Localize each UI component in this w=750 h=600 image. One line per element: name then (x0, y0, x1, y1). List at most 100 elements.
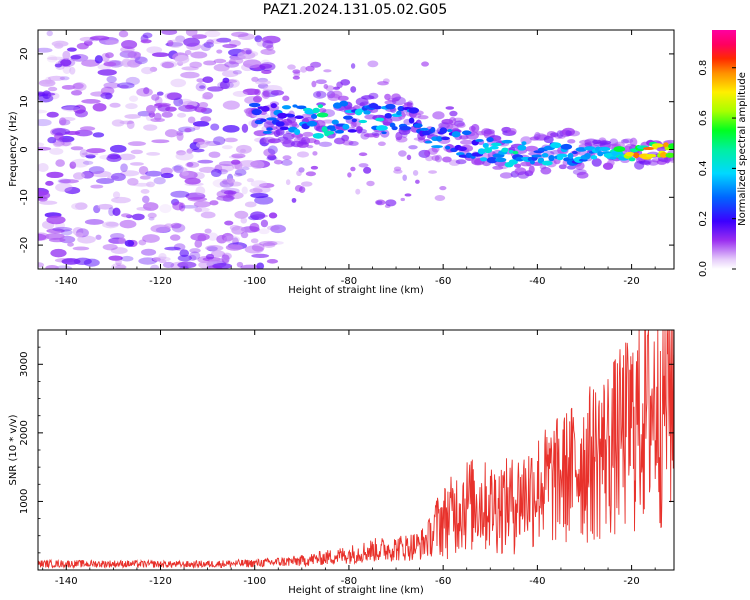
heatmap-noise-cell (38, 119, 52, 127)
heatmap-noise-cell (82, 160, 94, 165)
heatmap-noise-cell (103, 61, 117, 67)
heatmap-noise-cell (367, 60, 379, 68)
heatmap-noise-cell (184, 177, 201, 185)
heatmap-noise-cell (115, 265, 127, 269)
heatmap-noise-cell (128, 95, 139, 102)
colorbar-tick-label: 0.0 (698, 261, 709, 277)
heatmap-noise-cell (67, 242, 74, 247)
heatmap-noise-cell (190, 232, 210, 241)
heatmap-ridge-cell (343, 115, 353, 120)
heatmap-noise-cell (153, 177, 166, 185)
heatmap-noise-cell (226, 178, 236, 184)
heatmap-ridge-cell (248, 102, 261, 108)
heatmap-noise-cell (406, 154, 412, 161)
heatmap-ridge-halo (291, 121, 298, 128)
heatmap-ridge-halo (566, 165, 576, 170)
heatmap-noise-cell (232, 90, 248, 97)
x-tick-label: -60 (435, 276, 451, 287)
heatmap-noise-cell (216, 37, 232, 43)
heatmap-noise-cell (229, 57, 244, 65)
x-tick-label: -80 (341, 276, 357, 287)
heatmap-ridge-halo (382, 116, 393, 126)
heatmap-noise-cell (39, 79, 54, 85)
heatmap-noise-cell (207, 86, 224, 92)
heatmap-ridge-cell (541, 160, 553, 166)
heatmap-noise-cell (59, 179, 79, 184)
heatmap-noise-cell (224, 61, 240, 68)
heatmap-noise-cell (119, 120, 134, 125)
heatmap-ridge-cell (598, 146, 611, 152)
heatmap-ridge-halo (254, 88, 261, 96)
heatmap-noise-cell (204, 140, 221, 146)
heatmap-ridge-cell (477, 148, 486, 155)
heatmap-noise-cell (222, 77, 230, 83)
heatmap-ridge-cell (351, 118, 358, 123)
heatmap-noise-cell (61, 84, 76, 90)
heatmap-noise-cell (382, 78, 390, 84)
heatmap-ridge-halo (540, 166, 552, 175)
heatmap-noise-cell (195, 186, 206, 196)
heatmap-ridge-halo (448, 116, 457, 126)
heatmap-ridge-cell (501, 139, 513, 144)
heatmap-ridge-cell (259, 118, 267, 123)
heatmap-noise-cell (124, 239, 135, 247)
heatmap-noise-cell (38, 200, 58, 205)
heatmap-noise-cell (72, 82, 84, 90)
heatmap-noise-cell (251, 243, 265, 252)
heatmap-noise-cell (246, 178, 255, 183)
heatmap-noise-cell (97, 203, 114, 210)
spectrogram-y-axis: -20 -10 0 10 20 (19, 48, 674, 253)
heatmap-noise-cell (213, 58, 227, 64)
heatmap-noise-cell (74, 129, 93, 137)
heatmap-noise-cell (74, 109, 88, 118)
heatmap-ridge-cell (321, 126, 328, 133)
heatmap-ridge-cell (663, 142, 669, 149)
heatmap-ridge-cell (541, 153, 549, 158)
heatmap-noise-cell (38, 233, 47, 241)
heatmap-ridge-cell (296, 105, 307, 110)
heatmap-noise-cell (51, 128, 71, 136)
heatmap-noise-cell (210, 38, 223, 44)
heatmap-ridge-cell (331, 119, 339, 125)
heatmap-noise-cell (70, 90, 83, 96)
heatmap-noise-cell (220, 187, 240, 195)
heatmap-noise-cell (224, 220, 234, 226)
heatmap-ridge-cell (486, 137, 494, 143)
heatmap-noise-cell (126, 120, 135, 129)
heatmap-noise-cell (179, 170, 198, 180)
x-tick-label: -120 (149, 576, 172, 587)
heatmap-noise-cell (222, 43, 237, 49)
heatmap-ridge-halo (591, 158, 602, 167)
heatmap-ridge-halo (313, 139, 320, 145)
heatmap-noise-cell (138, 257, 158, 265)
heatmap-noise-cell (183, 37, 200, 47)
heatmap-noise-cell (255, 80, 271, 85)
heatmap-noise-cell (138, 239, 147, 246)
heatmap-noise-cell (111, 196, 131, 204)
heatmap-noise-cell (285, 179, 291, 186)
heatmap-ridge-cell (408, 107, 420, 114)
heatmap-noise-cell (296, 151, 309, 158)
heatmap-noise-cell (232, 70, 242, 75)
heatmap-noise-cell (223, 235, 241, 244)
heatmap-ridge-cell (375, 117, 385, 122)
heatmap-noise-cell (266, 156, 278, 161)
heatmap-noise-cell (165, 106, 177, 112)
heatmap-noise-cell (251, 76, 259, 82)
heatmap-ridge-cell (262, 130, 272, 134)
heatmap-ridge-cell (651, 143, 664, 148)
colorbar-tick-label: 0.6 (698, 110, 709, 126)
heatmap-noise-cell (172, 201, 184, 211)
heatmap-noise-cell (203, 41, 214, 48)
heatmap-noise-cell (350, 166, 356, 172)
spectrogram-x-label: Height of straight line (km) (288, 285, 424, 296)
heatmap-noise-cell (311, 80, 317, 88)
heatmap-noise-cell (249, 222, 260, 232)
heatmap-noise-cell (199, 85, 206, 89)
heatmap-noise-cell (241, 123, 249, 133)
heatmap-noise-cell (259, 63, 273, 69)
heatmap-noise-cell (268, 212, 278, 219)
heatmap-ridge-halo (371, 131, 381, 136)
heatmap-ridge-cell (665, 152, 674, 158)
heatmap-noise-cell (141, 248, 157, 256)
